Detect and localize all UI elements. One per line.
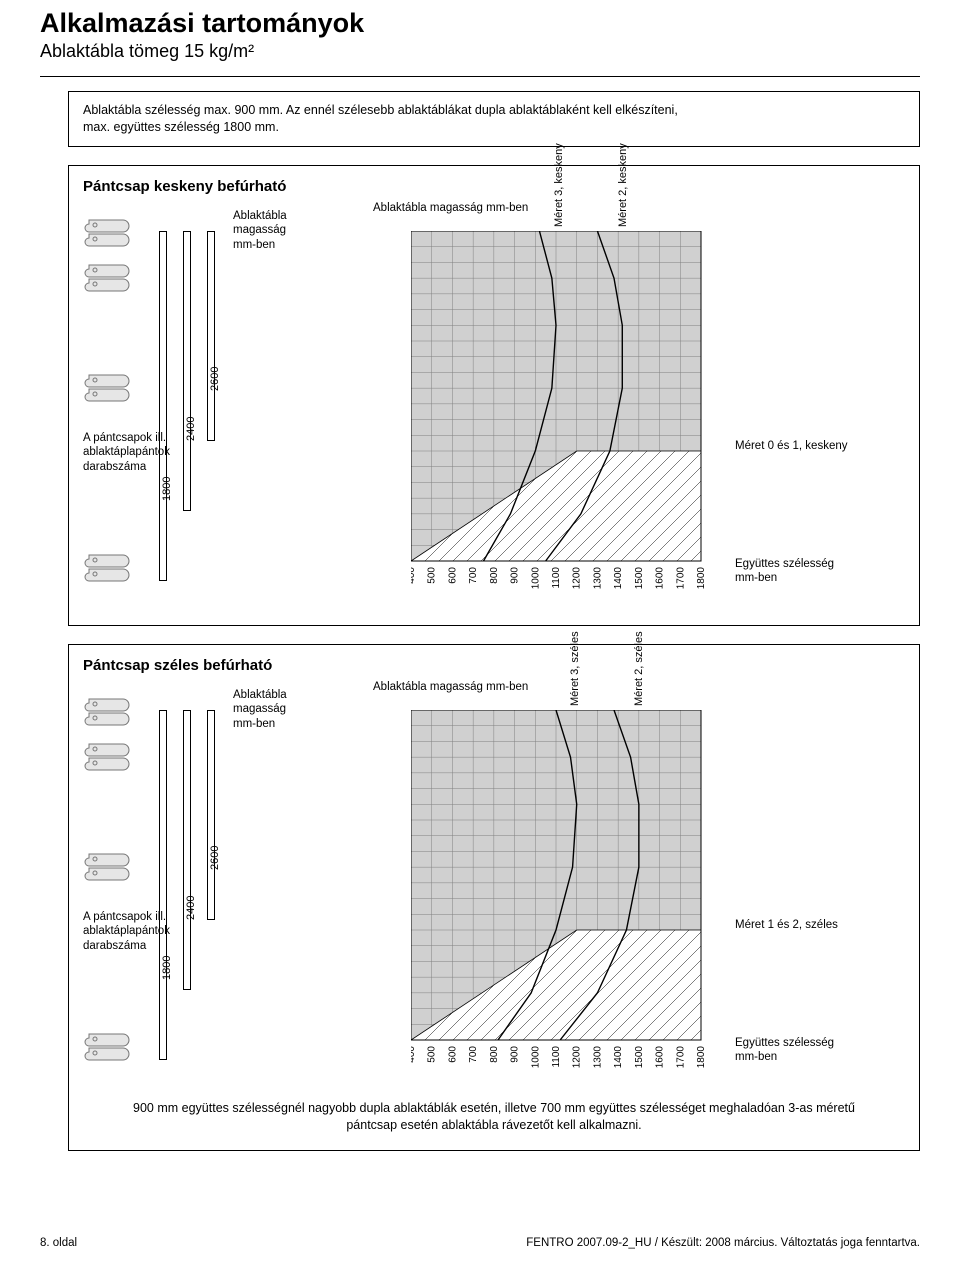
- divider: [40, 76, 920, 77]
- hinge-icon: [83, 1030, 143, 1064]
- svg-text:1200: 1200: [572, 1045, 583, 1068]
- svg-text:1300: 1300: [592, 566, 603, 589]
- intro-line1: Ablaktábla szélesség max. 900 mm. Az enn…: [83, 102, 905, 119]
- svg-text:900: 900: [510, 1045, 521, 1062]
- svg-text:700: 700: [468, 1045, 479, 1062]
- x-axis-title: Együttes szélesség mm-ben: [735, 1036, 855, 1065]
- svg-text:600: 600: [447, 566, 458, 583]
- height-bar: [159, 710, 167, 1060]
- left-column: 1800 2400 2600 A pántcsapok ill. ablaktá…: [83, 680, 373, 1090]
- svg-text:800: 800: [489, 1045, 500, 1062]
- svg-text:1500: 1500: [634, 1045, 645, 1068]
- chart-keskeny: 2600250024002300220021002000190018001700…: [411, 231, 731, 611]
- y-axis-title: Ablaktábla magasság mm-ben: [373, 201, 528, 215]
- hinge-icon: [83, 371, 143, 405]
- svg-text:1000: 1000: [530, 1045, 541, 1068]
- hinge-count-caption: A pántcsapok ill. ablaktáplapántok darab…: [83, 431, 193, 474]
- svg-text:1300: 1300: [592, 1045, 603, 1068]
- svg-text:1600: 1600: [655, 566, 666, 589]
- svg-text:800: 800: [489, 566, 500, 583]
- svg-text:1800: 1800: [696, 1045, 707, 1068]
- bottom-note: 900 mm együttes szélességnél nagyobb dup…: [113, 1100, 875, 1134]
- curve2-label: Méret 2, széles: [633, 631, 645, 706]
- svg-text:1100: 1100: [551, 1045, 562, 1067]
- svg-text:1200: 1200: [572, 566, 583, 589]
- hinge-count-caption: A pántcsapok ill. ablaktáplapántok darab…: [83, 910, 193, 953]
- page-footer: 8. oldal FENTRO 2007.09-2_HU / Készült: …: [40, 1237, 920, 1249]
- svg-text:1000: 1000: [530, 566, 541, 589]
- svg-text:900: 900: [510, 566, 521, 583]
- svg-text:1600: 1600: [655, 1045, 666, 1068]
- bar-label: 2600: [209, 845, 221, 869]
- footer-right: FENTRO 2007.09-2_HU / Készült: 2008 márc…: [526, 1237, 920, 1249]
- hinge-icon: [83, 740, 143, 774]
- hinge-icon: [83, 695, 143, 729]
- height-bar: [159, 231, 167, 581]
- svg-text:600: 600: [447, 1045, 458, 1062]
- page-title: Alkalmazási tartományok: [40, 8, 920, 39]
- height-bar: [207, 710, 215, 920]
- y-axis-title: Ablaktábla magasság mm-ben: [373, 680, 528, 694]
- bar-label: 2600: [209, 366, 221, 390]
- curve3-label: Méret 3, keskeny: [553, 143, 565, 227]
- svg-text:1100: 1100: [551, 566, 562, 588]
- hinge-icon: [83, 551, 143, 585]
- svg-text:400: 400: [411, 566, 417, 583]
- svg-text:700: 700: [468, 566, 479, 583]
- svg-text:400: 400: [411, 1045, 417, 1062]
- svg-text:1800: 1800: [696, 566, 707, 589]
- curve2-label: Méret 2, keskeny: [617, 143, 629, 227]
- bar-label: 1800: [161, 476, 173, 500]
- hinge-icon: [83, 216, 143, 250]
- svg-text:500: 500: [427, 1045, 438, 1062]
- svg-text:1400: 1400: [613, 1045, 624, 1068]
- section2-title: Pántcsap széles befúrható: [83, 657, 905, 674]
- x-axis-title: Együttes szélesség mm-ben: [735, 557, 855, 586]
- curve3-label: Méret 3, széles: [569, 631, 581, 706]
- left-column: 1800 2400 2600 A pántcsapok ill. ablaktá…: [83, 201, 373, 611]
- svg-text:1400: 1400: [613, 566, 624, 589]
- svg-text:500: 500: [427, 566, 438, 583]
- svg-text:1700: 1700: [675, 1045, 686, 1068]
- chart-szeles: 2600250024002300220021002000190018001700…: [411, 710, 731, 1090]
- hinge-icon: [83, 261, 143, 295]
- section1-title: Pántcsap keskeny befúrható: [83, 178, 905, 195]
- chart-column: Ablaktábla magasság mm-ben 2600250024002…: [373, 680, 905, 1090]
- svg-text:1500: 1500: [634, 566, 645, 589]
- svg-text:1700: 1700: [675, 566, 686, 589]
- section-szeles: Pántcsap széles befúrható 1800 2400 2600…: [68, 644, 920, 1151]
- height-col-label: Ablaktábla magasság mm-ben: [233, 209, 303, 252]
- annot-mid: Méret 0 és 1, keskeny: [735, 439, 848, 453]
- intro-box: Ablaktábla szélesség max. 900 mm. Az enn…: [68, 91, 920, 147]
- section-keskeny: Pántcsap keskeny befúrható 1800 2400 260…: [68, 165, 920, 626]
- intro-line2: max. együttes szélesség 1800 mm.: [83, 119, 905, 136]
- height-col-label: Ablaktábla magasság mm-ben: [233, 688, 303, 731]
- page-subtitle: Ablaktábla tömeg 15 kg/m²: [40, 41, 920, 62]
- height-bar: [207, 231, 215, 441]
- annot-mid: Méret 1 és 2, széles: [735, 918, 838, 932]
- footer-left: 8. oldal: [40, 1237, 77, 1249]
- hinge-icon: [83, 850, 143, 884]
- chart-column: Ablaktábla magasság mm-ben 2600250024002…: [373, 201, 905, 611]
- bar-label: 1800: [161, 955, 173, 979]
